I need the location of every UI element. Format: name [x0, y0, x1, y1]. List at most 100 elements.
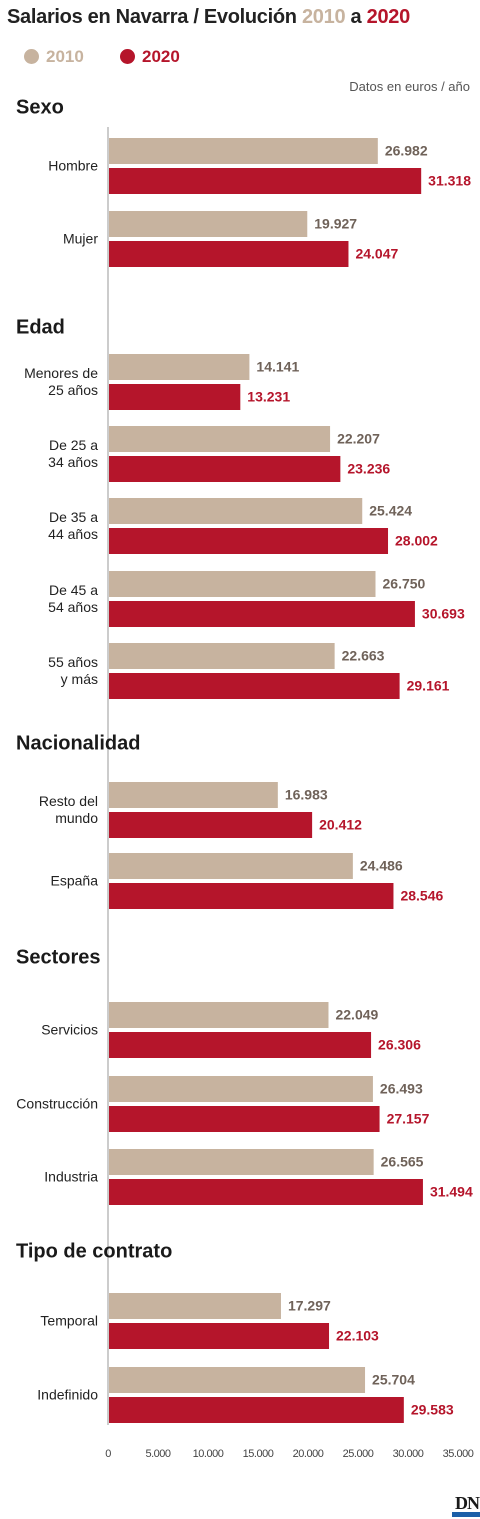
category-label-industria: Industria — [44, 1169, 98, 1185]
data-label-2020-menores-de-25-anos: 13.231 — [247, 389, 290, 405]
data-label-2020-de-45-a-54-anos: 30.693 — [422, 606, 465, 622]
legend-label-2020: 2020 — [142, 47, 180, 66]
x-tick-label-20000: 20.000 — [293, 1448, 324, 1460]
x-tick-label-15000: 15.000 — [243, 1448, 274, 1460]
data-label-2010-mujer: 19.927 — [314, 216, 357, 232]
data-label-2010-55-anos-y-mas: 22.663 — [342, 648, 385, 664]
bar-2020-de-35-a-44-anos — [109, 528, 389, 554]
bar-2010-temporal — [109, 1293, 281, 1319]
category-label-construccion: Construcción — [16, 1096, 98, 1112]
title-joiner: a — [350, 6, 362, 28]
x-tick-label-5000: 5.000 — [145, 1448, 170, 1460]
bar-2020-55-anos-y-mas — [109, 673, 400, 699]
data-label-2010-de-25-a-34-anos: 22.207 — [337, 431, 380, 447]
title-year-2020: 2020 — [366, 6, 411, 28]
bar-2020-de-45-a-54-anos — [109, 601, 415, 627]
category-label-resto-del-mundo: mundo — [55, 810, 98, 826]
bar-2010-mujer — [109, 211, 308, 237]
bar-2010-resto-del-mundo — [109, 782, 278, 808]
legend-label-2010: 2010 — [46, 47, 84, 66]
bar-2020-temporal — [109, 1323, 330, 1349]
bar-2020-resto-del-mundo — [109, 812, 313, 838]
data-label-2020-indefinido: 29.583 — [411, 1402, 454, 1418]
bar-2010-servicios — [109, 1002, 329, 1028]
data-label-2010-hombre: 26.982 — [385, 143, 428, 159]
chart-title: Salarios en Navarra / Evolución 2010 a 2… — [7, 6, 410, 29]
data-label-2010-temporal: 17.297 — [288, 1298, 331, 1314]
category-label-menores-de-25-anos: Menores de — [24, 365, 98, 381]
bar-2020-espana — [109, 883, 394, 909]
group-title-nacionalidad: Nacionalidad — [16, 732, 140, 754]
category-label-de-35-a-44-anos: De 35 a — [49, 509, 98, 525]
category-label-servicios: Servicios — [41, 1022, 98, 1038]
category-label-indefinido: Indefinido — [37, 1387, 98, 1403]
category-label-de-25-a-34-anos: De 25 a — [49, 437, 98, 453]
data-label-2010-de-45-a-54-anos: 26.750 — [383, 576, 426, 592]
group-title-tipo-de-contrato: Tipo de contrato — [16, 1240, 172, 1262]
bar-2020-hombre — [109, 168, 422, 194]
data-label-2020-de-35-a-44-anos: 28.002 — [395, 533, 438, 549]
category-label-menores-de-25-anos: 25 años — [48, 382, 98, 398]
bar-2010-construccion — [109, 1076, 373, 1102]
title-year-2010: 2010 — [301, 6, 346, 28]
bar-2010-55-anos-y-mas — [109, 643, 335, 669]
data-label-2020-espana: 28.546 — [400, 888, 443, 904]
data-label-2010-construccion: 26.493 — [380, 1081, 423, 1097]
data-label-2010-resto-del-mundo: 16.983 — [285, 787, 328, 803]
category-label-espana: España — [51, 873, 99, 889]
group-title-edad: Edad — [16, 316, 65, 338]
bar-2020-construccion — [109, 1106, 380, 1132]
bar-2010-de-25-a-34-anos — [109, 426, 331, 452]
group-title-sectores: Sectores — [16, 946, 101, 968]
data-label-2020-industria: 31.494 — [430, 1184, 473, 1200]
x-tick-label-0: 0 — [105, 1448, 111, 1460]
category-label-temporal: Temporal — [40, 1313, 98, 1329]
bar-2020-industria — [109, 1179, 423, 1205]
category-label-de-35-a-44-anos: 44 años — [48, 526, 98, 542]
bar-2010-industria — [109, 1149, 374, 1175]
data-label-2010-industria: 26.565 — [381, 1154, 424, 1170]
data-label-2020-de-25-a-34-anos: 23.236 — [347, 461, 390, 477]
data-label-2010-espana: 24.486 — [360, 858, 403, 874]
x-tick-label-10000: 10.000 — [193, 1448, 224, 1460]
data-label-2020-temporal: 22.103 — [336, 1328, 379, 1344]
bar-2020-mujer — [109, 241, 349, 267]
units-note: Datos en euros / año — [349, 79, 470, 94]
bar-2010-menores-de-25-anos — [109, 354, 250, 380]
data-label-2020-55-anos-y-mas: 29.161 — [407, 678, 450, 694]
legend-swatch-2020 — [120, 49, 135, 64]
data-label-2010-de-35-a-44-anos: 25.424 — [369, 503, 412, 519]
bar-2010-de-45-a-54-anos — [109, 571, 376, 597]
category-label-resto-del-mundo: Resto del — [39, 793, 98, 809]
legend-swatch-2010 — [24, 49, 39, 64]
category-label-de-25-a-34-anos: 34 años — [48, 454, 98, 470]
category-label-de-45-a-54-anos: De 45 a — [49, 582, 98, 598]
data-label-2020-construccion: 27.157 — [387, 1111, 430, 1127]
data-label-2010-menores-de-25-anos: 14.141 — [256, 359, 299, 375]
category-label-hombre: Hombre — [48, 158, 98, 174]
brand-logo-underline — [452, 1512, 480, 1517]
brand-logo: DN — [455, 1493, 480, 1513]
bar-2010-espana — [109, 853, 353, 879]
category-label-de-45-a-54-anos: 54 años — [48, 599, 98, 615]
data-label-2020-servicios: 26.306 — [378, 1037, 421, 1053]
x-tick-label-30000: 30.000 — [393, 1448, 424, 1460]
data-label-2020-mujer: 24.047 — [355, 246, 398, 262]
bar-2020-menores-de-25-anos — [109, 384, 241, 410]
data-label-2010-indefinido: 25.704 — [372, 1372, 415, 1388]
data-label-2010-servicios: 22.049 — [335, 1007, 378, 1023]
bar-2010-indefinido — [109, 1367, 366, 1393]
bar-2020-de-25-a-34-anos — [109, 456, 341, 482]
category-label-55-anos-y-mas: 55 años — [48, 654, 98, 670]
bar-2020-indefinido — [109, 1397, 404, 1423]
data-label-2020-resto-del-mundo: 20.412 — [319, 817, 362, 833]
bar-2010-hombre — [109, 138, 378, 164]
category-label-mujer: Mujer — [63, 231, 98, 247]
title-prefix: Salarios en Navarra / Evolución — [7, 6, 297, 28]
bar-2010-de-35-a-44-anos — [109, 498, 363, 524]
bar-2020-servicios — [109, 1032, 372, 1058]
x-tick-label-35000: 35.000 — [443, 1448, 474, 1460]
group-title-sexo: Sexo — [16, 96, 64, 118]
x-tick-label-25000: 25.000 — [343, 1448, 374, 1460]
